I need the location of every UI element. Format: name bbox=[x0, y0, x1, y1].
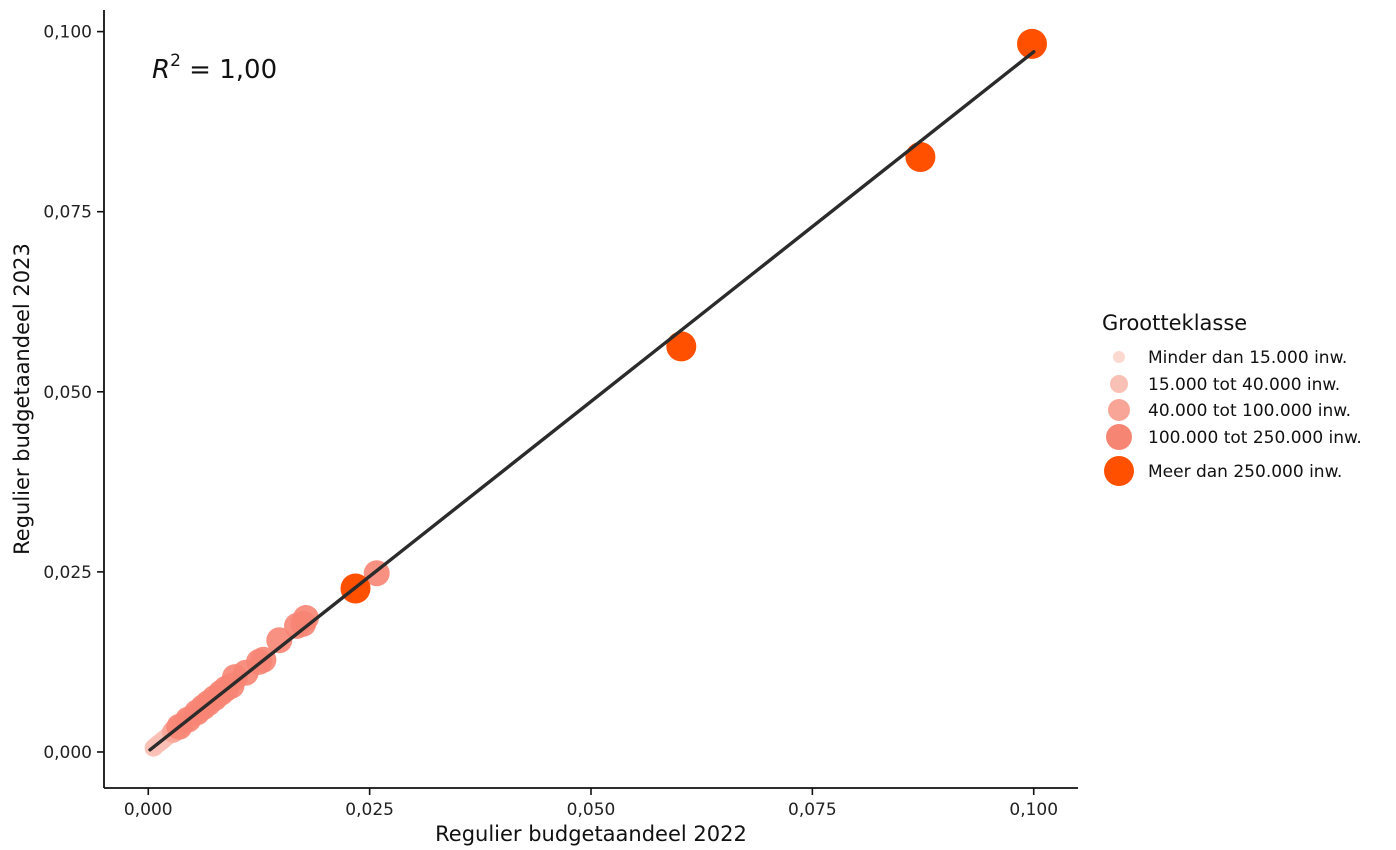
legend-label: Minder dan 15.000 inw. bbox=[1148, 348, 1347, 368]
x-tick-label: 0,025 bbox=[345, 800, 394, 820]
legend-label: 15.000 tot 40.000 inw. bbox=[1148, 375, 1340, 395]
legend-swatch bbox=[1108, 399, 1130, 421]
legend-title: Grootteklasse bbox=[1102, 311, 1247, 335]
y-tick-label: 0,000 bbox=[43, 743, 92, 763]
y-tick-label: 0,025 bbox=[43, 563, 92, 583]
x-tick-label: 0,075 bbox=[788, 800, 837, 820]
x-axis-title: Regulier budgetaandeel 2022 bbox=[435, 822, 747, 846]
r-superscript: 2 bbox=[170, 51, 181, 71]
x-tick-label: 0,100 bbox=[1009, 800, 1058, 820]
y-tick-label: 0,050 bbox=[43, 383, 92, 403]
y-tick-label: 0,075 bbox=[43, 203, 92, 223]
legend-swatch bbox=[1110, 375, 1128, 393]
legend-swatch bbox=[1113, 351, 1125, 363]
legend-swatch bbox=[1104, 456, 1134, 486]
legend-label: 100.000 tot 250.000 inw. bbox=[1148, 428, 1362, 448]
y-ticks: 0,000 0,025 0,050 0,075 0,100 bbox=[43, 23, 104, 763]
data-point bbox=[905, 142, 936, 172]
x-tick-label: 0,000 bbox=[124, 800, 173, 820]
legend-swatch bbox=[1106, 424, 1132, 450]
legend-label: Meer dan 250.000 inw. bbox=[1148, 462, 1342, 482]
x-tick-label: 0,050 bbox=[567, 800, 616, 820]
legend-label: 40.000 tot 100.000 inw. bbox=[1148, 401, 1351, 421]
data-point bbox=[666, 331, 697, 362]
r-squared-annotation: R2 = 1,00 bbox=[152, 51, 277, 85]
trendline bbox=[148, 50, 1036, 752]
y-axis-title: Regulier budgetaandeel 2023 bbox=[10, 243, 34, 555]
legend: Minder dan 15.000 inw. 15.000 tot 40.000 … bbox=[1104, 348, 1362, 486]
r-value: = 1,00 bbox=[181, 55, 277, 85]
data-point bbox=[1017, 28, 1047, 59]
trendline-layer bbox=[148, 50, 1036, 752]
data-point bbox=[266, 627, 293, 654]
y-tick-label: 0,100 bbox=[43, 23, 92, 43]
r-symbol: R bbox=[152, 55, 170, 85]
x-ticks: 0,000 0,025 0,050 0,075 0,100 bbox=[124, 788, 1058, 820]
data-point bbox=[292, 605, 319, 631]
